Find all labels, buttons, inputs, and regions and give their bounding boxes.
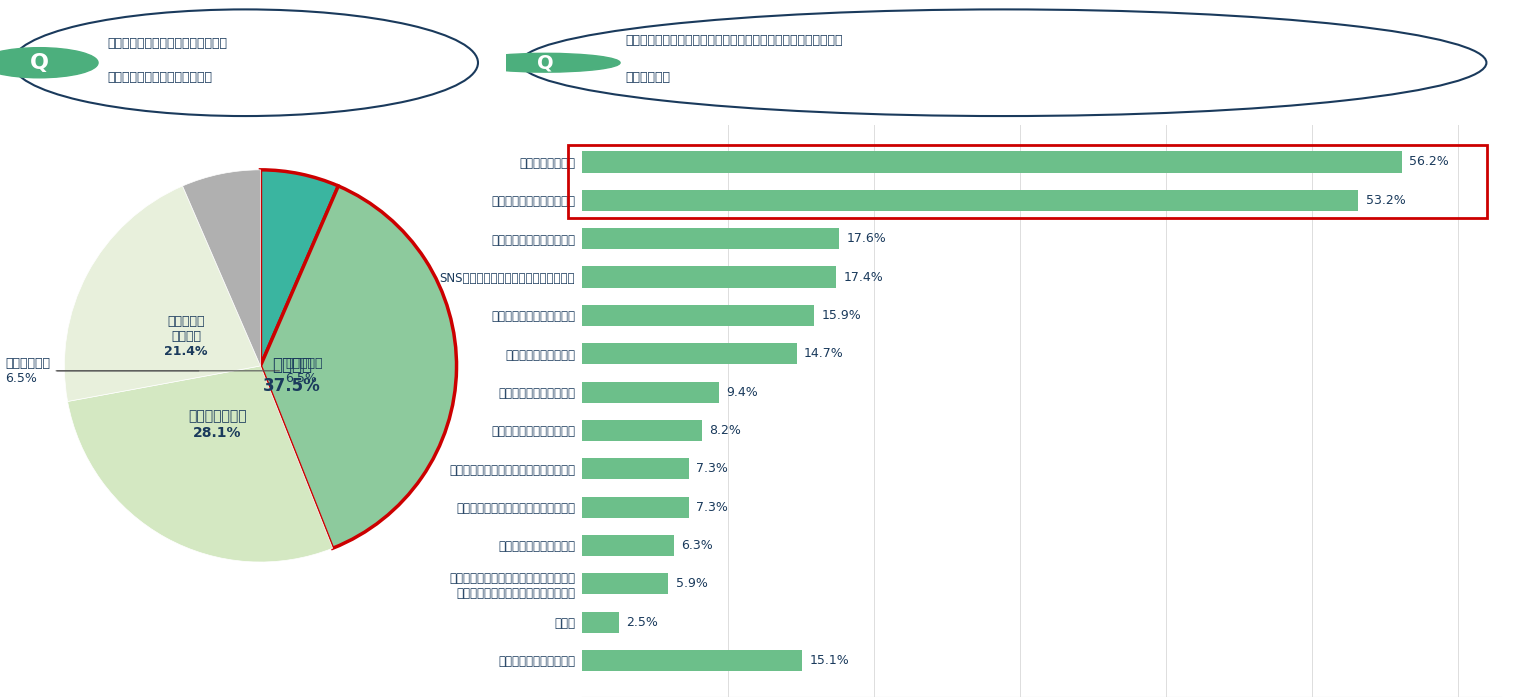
Text: どちらでもない
28.1%: どちらでもない 28.1% <box>188 410 247 440</box>
Bar <box>582 611 619 633</box>
Wedge shape <box>260 170 339 366</box>
Bar <box>582 151 1402 173</box>
Text: ついてどのように感じますか？: ついてどのように感じますか？ <box>107 71 213 84</box>
Bar <box>582 458 689 480</box>
Text: 旅行などの長期不在時に行っている防犯対策を教えてください。: 旅行などの長期不在時に行っている防犯対策を教えてください。 <box>625 33 843 47</box>
Bar <box>582 573 668 595</box>
Text: 53.2%: 53.2% <box>1365 194 1405 207</box>
Bar <box>582 496 689 518</box>
Text: 17.6%: 17.6% <box>846 232 885 245</box>
Wedge shape <box>260 186 457 549</box>
Circle shape <box>0 47 98 78</box>
Text: 7.3%: 7.3% <box>696 500 728 514</box>
Bar <box>582 228 840 250</box>
Text: 7.3%: 7.3% <box>696 462 728 475</box>
Bar <box>582 535 674 556</box>
Bar <box>582 650 803 671</box>
Text: 不安ではない
6.5%: 不安ではない 6.5% <box>6 357 199 385</box>
Circle shape <box>470 54 620 72</box>
Text: 6.3%: 6.3% <box>682 539 712 552</box>
Text: 17.4%: 17.4% <box>843 270 882 284</box>
Bar <box>582 266 836 288</box>
Bar <box>582 305 813 326</box>
Text: 非常に不安
6.5%: 非常に不安 6.5% <box>57 357 322 385</box>
Bar <box>582 190 1359 211</box>
Text: 15.1%: 15.1% <box>810 654 850 667</box>
Text: やや不安
37.5%: やや不安 37.5% <box>264 356 320 395</box>
Text: 8.2%: 8.2% <box>709 424 741 437</box>
Text: 長期で不在にする際、自宅の防犯に: 長期で不在にする際、自宅の防犯に <box>107 38 228 50</box>
Bar <box>582 381 720 403</box>
Text: 56.2%: 56.2% <box>1409 155 1449 169</box>
Text: Q: Q <box>29 53 49 72</box>
Wedge shape <box>182 170 260 366</box>
Wedge shape <box>67 366 332 562</box>
Wedge shape <box>64 186 260 401</box>
Text: 15.9%: 15.9% <box>821 309 861 322</box>
Text: 14.7%: 14.7% <box>804 347 844 360</box>
Text: 2.5%: 2.5% <box>627 615 657 629</box>
Text: あまり不安
ではない
21.4%: あまり不安 ではない 21.4% <box>164 315 208 358</box>
Bar <box>582 420 702 441</box>
Text: 9.4%: 9.4% <box>726 385 758 399</box>
Text: （複数回答）: （複数回答） <box>625 71 669 84</box>
Text: Q: Q <box>538 53 553 72</box>
Text: 5.9%: 5.9% <box>676 577 708 590</box>
Bar <box>582 343 797 365</box>
